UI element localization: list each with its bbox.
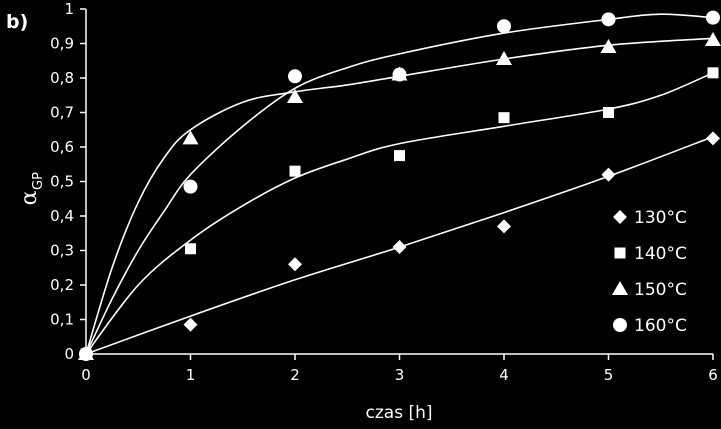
data-markers bbox=[78, 10, 721, 361]
data-point-series-3 bbox=[287, 88, 303, 103]
x-tick-label: 4 bbox=[499, 366, 509, 384]
data-point-series-4 bbox=[601, 12, 616, 27]
y-tick-label: 0,7 bbox=[50, 104, 74, 122]
legend-label-series-3: 150°C bbox=[634, 280, 687, 300]
data-point-series-3 bbox=[182, 130, 199, 145]
data-point-series-4 bbox=[497, 19, 511, 34]
x-tick-label: 6 bbox=[708, 366, 718, 384]
y-tick-label: 0,2 bbox=[50, 276, 74, 294]
y-tick-label: 0,3 bbox=[50, 242, 74, 260]
data-point-series-3 bbox=[496, 51, 512, 66]
legend-marker-series-3 bbox=[612, 281, 628, 295]
data-point-series-2 bbox=[289, 165, 301, 177]
data-point-series-1 bbox=[288, 257, 302, 272]
y-axis-title-subscript: GP bbox=[31, 172, 46, 190]
data-point-series-4 bbox=[706, 10, 720, 25]
y-tick-label: 0,4 bbox=[50, 207, 74, 225]
data-point-series-2 bbox=[394, 150, 405, 162]
legend-label-series-4: 160°C bbox=[634, 316, 687, 336]
data-point-series-1 bbox=[497, 219, 511, 234]
data-point-series-2 bbox=[498, 112, 510, 124]
legend-label-series-2: 140°C bbox=[634, 244, 687, 264]
data-point-series-1 bbox=[601, 167, 616, 182]
x-tick-label: 0 bbox=[81, 366, 91, 384]
data-point-series-1 bbox=[392, 240, 407, 255]
y-tick-label: 0,8 bbox=[50, 69, 74, 87]
y-tick-label: 0,5 bbox=[50, 173, 74, 191]
data-point-series-2 bbox=[707, 67, 719, 79]
legend-label-series-1: 130°C bbox=[634, 208, 687, 228]
data-point-series-3 bbox=[705, 32, 721, 47]
data-point-series-4 bbox=[183, 179, 198, 194]
y-tick-label: 0,9 bbox=[50, 35, 74, 53]
data-point-series-4 bbox=[392, 67, 407, 82]
y-axis-title: α GP bbox=[17, 172, 46, 206]
x-tick-label: 1 bbox=[186, 366, 196, 384]
trend-line-series-2 bbox=[85, 72, 714, 355]
y-tick-label: 1 bbox=[64, 0, 74, 18]
legend-marker-series-4 bbox=[613, 318, 627, 332]
x-tick-label: 3 bbox=[395, 366, 405, 384]
x-axis-title: czas [h] bbox=[366, 403, 433, 423]
legend-marker-series-2 bbox=[614, 247, 626, 259]
y-tick-label: 0,1 bbox=[50, 311, 74, 329]
panel-label: b) bbox=[6, 11, 28, 33]
legend-marker-series-1 bbox=[613, 210, 627, 224]
data-point-series-3 bbox=[600, 38, 617, 53]
y-tick-label: 0,6 bbox=[50, 138, 74, 156]
x-tick-label: 2 bbox=[290, 366, 300, 384]
x-tick-label: 5 bbox=[604, 366, 614, 384]
y-tick-label: 0 bbox=[64, 345, 74, 363]
legend: 130°C 140°C 150°C 160°C bbox=[612, 208, 687, 336]
data-point-series-2 bbox=[603, 107, 614, 118]
data-point-series-4 bbox=[288, 69, 302, 84]
data-point-series-1 bbox=[183, 317, 198, 332]
data-point-series-2 bbox=[185, 243, 196, 255]
axes: 0 0,1 0,2 0,3 0,4 0,5 0,6 0,7 0,8 0,9 1 0 1 2 3 4 5 6 bbox=[50, 0, 718, 384]
y-axis-title-symbol: α bbox=[17, 190, 42, 205]
data-point-series-1 bbox=[706, 131, 720, 146]
